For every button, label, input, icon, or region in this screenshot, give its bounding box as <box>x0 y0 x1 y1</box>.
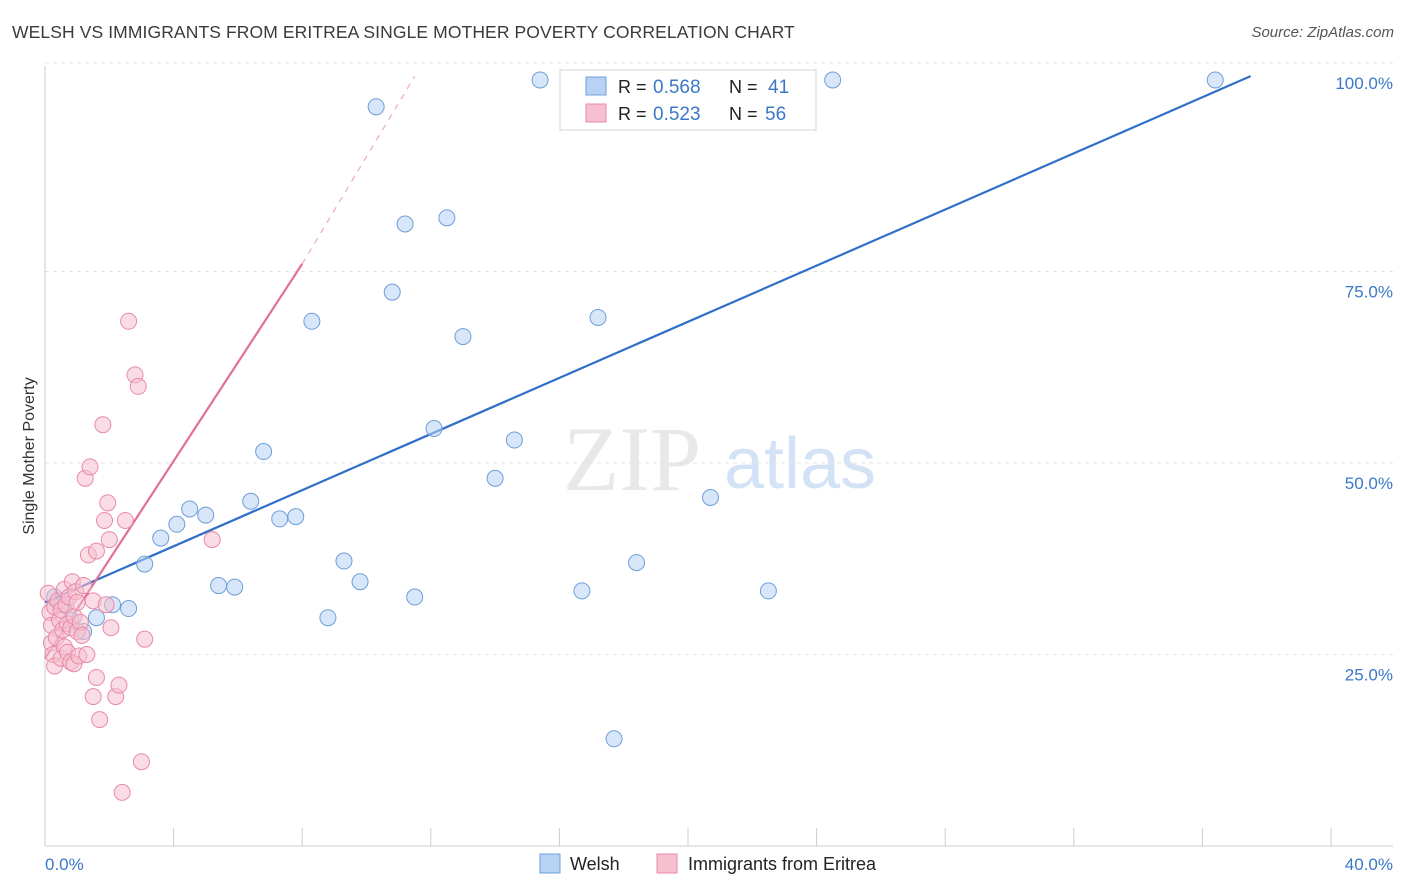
legend-r-label-welsh: R = <box>618 77 647 97</box>
point-welsh-4 <box>87 609 105 627</box>
legend-r-value-welsh: 0.568 <box>653 77 701 98</box>
point-welsh-31 <box>531 71 549 89</box>
point-eritrea-50 <box>120 312 138 330</box>
point-welsh-23 <box>383 283 401 301</box>
point-eritrea-43 <box>99 494 117 512</box>
point-eritrea-55 <box>203 531 221 549</box>
x-tick-label-min: 0.0% <box>45 855 84 874</box>
point-eritrea-32 <box>78 646 96 663</box>
point-welsh-9 <box>168 515 186 533</box>
point-welsh-7 <box>136 555 154 573</box>
point-eritrea-48 <box>113 783 131 801</box>
point-eritrea-37 <box>87 542 105 560</box>
point-welsh-13 <box>226 578 244 596</box>
trend-line-eritrea-extension <box>301 75 416 265</box>
axes <box>44 66 1393 847</box>
point-eritrea-29 <box>73 626 91 644</box>
y-tick-label-50: 50.0% <box>1345 474 1393 493</box>
legend-n-value-eritrea: 56 <box>765 104 786 125</box>
point-welsh-35 <box>628 554 646 572</box>
bottom-legend-label-eritrea: Immigrants from Eritrea <box>688 854 877 874</box>
legend-r-value-eritrea: 0.523 <box>653 104 701 125</box>
point-welsh-24 <box>396 215 414 233</box>
point-eritrea-45 <box>102 619 120 637</box>
legend-swatch-welsh <box>585 76 607 96</box>
point-eritrea-49 <box>116 511 134 529</box>
point-welsh-21 <box>351 573 369 591</box>
bottom-legend-label-welsh: Welsh <box>570 854 620 874</box>
point-welsh-33 <box>589 308 607 326</box>
y-axis-label: Single Mother Poverty <box>21 377 38 534</box>
point-welsh-34 <box>605 730 623 748</box>
x-tick-label-max: 40.0% <box>1345 855 1393 874</box>
legend-n-label-welsh: N = <box>729 77 758 97</box>
point-welsh-38 <box>759 582 777 600</box>
point-welsh-15 <box>255 443 273 461</box>
point-eritrea-39 <box>91 711 109 729</box>
point-welsh-32 <box>573 582 591 600</box>
point-welsh-22 <box>367 98 385 116</box>
series-legend: Welsh Immigrants from Eritrea <box>539 853 877 874</box>
point-eritrea-42 <box>97 596 115 614</box>
legend-n-value-welsh: 41 <box>768 77 789 98</box>
point-eritrea-53 <box>132 753 150 771</box>
trend-line-welsh <box>44 75 1252 604</box>
chart-title: WELSH VS IMMIGRANTS FROM ERITREA SINGLE … <box>12 22 795 42</box>
point-welsh-29 <box>486 469 504 487</box>
point-welsh-8 <box>152 529 170 547</box>
y-tick-labels: 25.0% 50.0% 75.0% 100.0% <box>1335 74 1393 685</box>
point-eritrea-52 <box>129 377 147 395</box>
y-tick-label-25: 25.0% <box>1345 666 1393 685</box>
point-welsh-25 <box>406 588 424 606</box>
point-welsh-12 <box>210 577 228 595</box>
chart-source: Source: ZipAtlas.com <box>1251 24 1394 41</box>
point-welsh-28 <box>454 328 472 346</box>
bottom-legend-swatch-welsh <box>539 853 561 874</box>
point-eritrea-36 <box>84 688 102 706</box>
point-welsh-17 <box>287 508 305 526</box>
trend-lines <box>44 75 1252 659</box>
point-eritrea-47 <box>110 676 128 694</box>
point-eritrea-40 <box>94 416 112 434</box>
point-eritrea-34 <box>81 458 99 476</box>
point-welsh-27 <box>438 209 456 227</box>
point-welsh-18 <box>303 312 321 330</box>
point-eritrea-38 <box>87 668 105 686</box>
stats-legend: R = 0.568 N = 41 R = 0.523 N = 56 <box>559 69 817 131</box>
legend-n-label-eritrea: N = <box>729 104 758 124</box>
watermark-zip: ZIP <box>563 408 701 510</box>
data-points <box>39 71 1224 801</box>
point-welsh-14 <box>242 492 260 510</box>
point-eritrea-54 <box>136 630 154 648</box>
y-tick-label-100: 100.0% <box>1335 74 1393 93</box>
point-welsh-37 <box>702 488 720 506</box>
point-welsh-26 <box>425 420 443 438</box>
watermark-atlas: atlas <box>724 424 876 504</box>
point-welsh-39 <box>824 71 842 89</box>
bottom-legend-swatch-eritrea <box>656 853 678 874</box>
legend-swatch-eritrea <box>585 103 607 123</box>
point-eritrea-44 <box>100 531 118 549</box>
point-eritrea-26 <box>68 593 86 611</box>
point-eritrea-30 <box>75 577 93 595</box>
point-welsh-30 <box>505 431 523 449</box>
y-tick-label-75: 75.0% <box>1345 283 1393 302</box>
point-welsh-6 <box>120 600 138 618</box>
point-welsh-11 <box>197 506 215 524</box>
point-welsh-16 <box>271 510 289 528</box>
point-eritrea-41 <box>95 511 113 529</box>
point-welsh-19 <box>319 609 337 627</box>
legend-r-label-eritrea: R = <box>618 104 647 124</box>
grid-lines <box>45 62 1393 655</box>
point-welsh-20 <box>335 552 353 570</box>
point-welsh-10 <box>181 500 199 518</box>
point-welsh-40 <box>1206 71 1224 89</box>
